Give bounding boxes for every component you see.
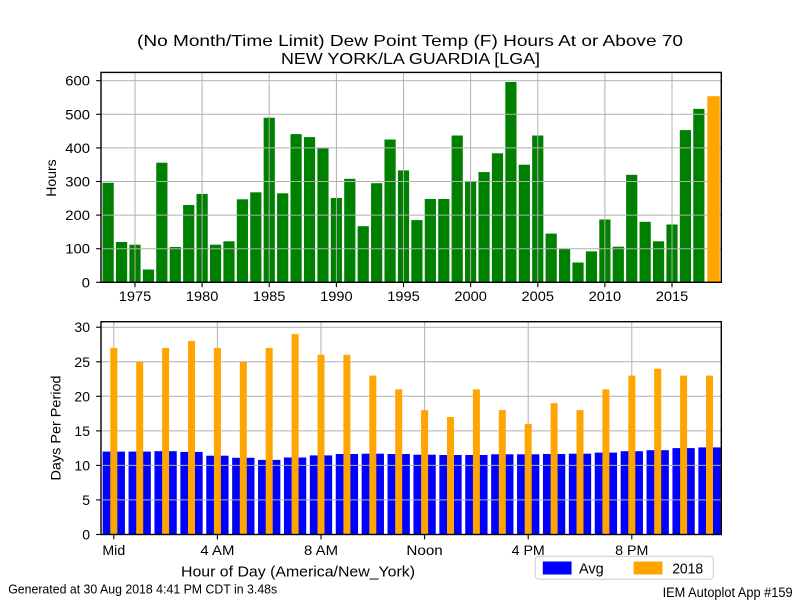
svg-text:100: 100	[65, 241, 90, 257]
svg-text:Hour of Day (America/New_York): Hour of Day (America/New_York)	[181, 564, 415, 581]
svg-text:0: 0	[82, 527, 90, 543]
svg-text:NEW YORK/LA GUARDIA [LGA]: NEW YORK/LA GUARDIA [LGA]	[281, 51, 540, 68]
svg-text:2000: 2000	[454, 288, 487, 304]
svg-text:IEM Autoplot App #159: IEM Autoplot App #159	[663, 585, 793, 600]
svg-text:Days Per Period: Days Per Period	[48, 376, 64, 481]
svg-text:(No Month/Time Limit) Dew Poin: (No Month/Time Limit) Dew Point Temp (F)…	[137, 33, 683, 50]
svg-text:1990: 1990	[320, 288, 353, 304]
svg-text:1995: 1995	[387, 288, 420, 304]
svg-text:20: 20	[74, 388, 90, 404]
svg-text:2015: 2015	[656, 288, 689, 304]
svg-text:Hours: Hours	[43, 159, 59, 196]
svg-text:8 AM: 8 AM	[304, 542, 338, 558]
svg-text:25: 25	[74, 354, 90, 370]
svg-text:600: 600	[65, 73, 90, 89]
svg-text:30: 30	[74, 319, 90, 335]
svg-text:Mid: Mid	[102, 542, 125, 558]
svg-text:2010: 2010	[589, 288, 622, 304]
svg-text:500: 500	[65, 106, 90, 122]
svg-text:4 AM: 4 AM	[200, 542, 234, 558]
svg-text:10: 10	[74, 457, 90, 473]
svg-text:5: 5	[82, 492, 90, 508]
svg-text:0: 0	[82, 274, 90, 290]
svg-text:4 PM: 4 PM	[512, 542, 545, 558]
svg-text:Noon: Noon	[406, 542, 442, 558]
svg-text:400: 400	[65, 140, 90, 156]
svg-text:15: 15	[74, 423, 90, 439]
svg-text:200: 200	[65, 207, 90, 223]
svg-text:1980: 1980	[186, 288, 219, 304]
svg-text:8 PM: 8 PM	[615, 542, 648, 558]
svg-text:1985: 1985	[253, 288, 286, 304]
svg-text:1975: 1975	[119, 288, 152, 304]
svg-text:2018: 2018	[672, 561, 703, 577]
svg-text:300: 300	[65, 174, 90, 190]
svg-text:Avg: Avg	[579, 561, 604, 577]
svg-text:Generated at 30 Aug 2018 4:41: Generated at 30 Aug 2018 4:41 PM CDT in …	[8, 582, 277, 597]
svg-text:2005: 2005	[522, 288, 555, 304]
